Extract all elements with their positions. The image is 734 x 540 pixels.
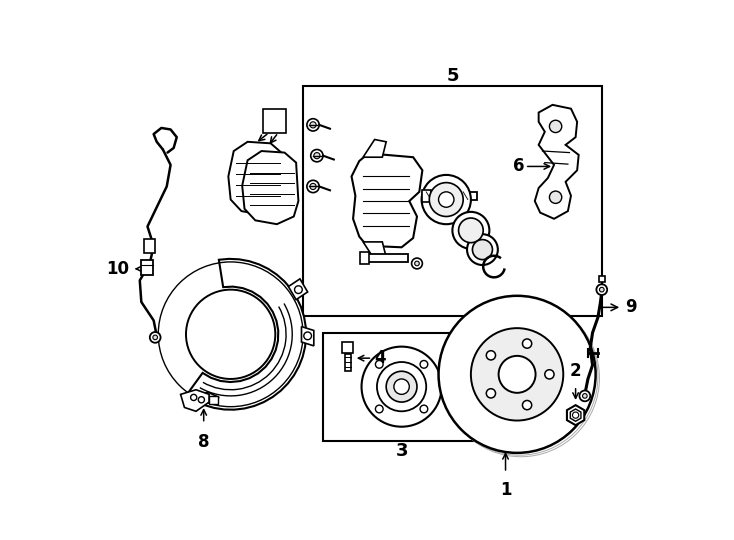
Circle shape	[304, 332, 311, 340]
Bar	[437, 208, 460, 215]
Circle shape	[459, 218, 483, 242]
Circle shape	[429, 183, 463, 217]
Circle shape	[191, 394, 197, 401]
Bar	[599, 276, 605, 282]
Circle shape	[452, 212, 490, 249]
Polygon shape	[186, 259, 306, 410]
Text: 4: 4	[374, 349, 386, 367]
Circle shape	[550, 120, 562, 132]
Text: 6: 6	[513, 158, 524, 176]
Circle shape	[487, 389, 495, 398]
Circle shape	[375, 361, 383, 368]
Polygon shape	[570, 409, 581, 421]
Circle shape	[310, 184, 316, 190]
Polygon shape	[189, 392, 219, 408]
Text: 2: 2	[570, 362, 581, 380]
Circle shape	[438, 192, 454, 207]
Text: 8: 8	[198, 433, 209, 451]
Circle shape	[307, 180, 319, 193]
Polygon shape	[242, 151, 299, 224]
Circle shape	[310, 150, 323, 162]
Circle shape	[420, 405, 428, 413]
Circle shape	[523, 339, 531, 348]
Text: 5: 5	[446, 66, 459, 85]
Circle shape	[579, 390, 590, 401]
Polygon shape	[288, 279, 308, 300]
Circle shape	[438, 296, 595, 453]
Circle shape	[471, 328, 563, 421]
Circle shape	[523, 401, 531, 410]
Bar	[342, 342, 353, 353]
Circle shape	[150, 332, 161, 343]
Circle shape	[550, 191, 562, 204]
Circle shape	[415, 261, 419, 266]
Circle shape	[394, 379, 410, 394]
Bar	[360, 252, 369, 264]
Circle shape	[198, 397, 205, 403]
Circle shape	[498, 356, 536, 393]
Bar	[140, 260, 153, 275]
Text: 10: 10	[106, 260, 143, 278]
Circle shape	[487, 350, 495, 360]
Circle shape	[583, 394, 587, 398]
Polygon shape	[567, 405, 584, 425]
Circle shape	[473, 240, 493, 260]
Circle shape	[421, 175, 471, 224]
Polygon shape	[352, 153, 422, 247]
Circle shape	[307, 119, 319, 131]
Circle shape	[386, 372, 417, 402]
Circle shape	[362, 347, 442, 427]
Polygon shape	[228, 142, 285, 215]
Bar	[344, 354, 351, 372]
Circle shape	[412, 258, 422, 269]
Bar	[425, 192, 477, 200]
Circle shape	[597, 284, 607, 295]
Bar	[421, 190, 431, 202]
Bar	[363, 254, 408, 262]
Polygon shape	[363, 139, 386, 157]
Bar	[323, 333, 482, 441]
Circle shape	[314, 153, 320, 159]
Polygon shape	[302, 327, 314, 346]
Text: 9: 9	[603, 298, 636, 316]
Circle shape	[545, 370, 554, 379]
Text: 3: 3	[396, 442, 409, 460]
Circle shape	[186, 289, 275, 379]
Circle shape	[600, 287, 604, 292]
Bar	[303, 86, 602, 316]
Circle shape	[467, 234, 498, 265]
Bar	[209, 396, 218, 403]
Text: 1: 1	[500, 481, 512, 498]
Circle shape	[573, 412, 578, 418]
Circle shape	[420, 361, 428, 368]
Circle shape	[153, 335, 158, 340]
Circle shape	[310, 122, 316, 128]
Text: 7: 7	[269, 112, 280, 130]
Bar	[263, 110, 286, 132]
Polygon shape	[535, 105, 578, 219]
Polygon shape	[181, 390, 209, 411]
Polygon shape	[363, 242, 386, 260]
Circle shape	[294, 286, 302, 294]
Circle shape	[377, 362, 426, 411]
Circle shape	[375, 405, 383, 413]
Bar	[145, 239, 155, 253]
